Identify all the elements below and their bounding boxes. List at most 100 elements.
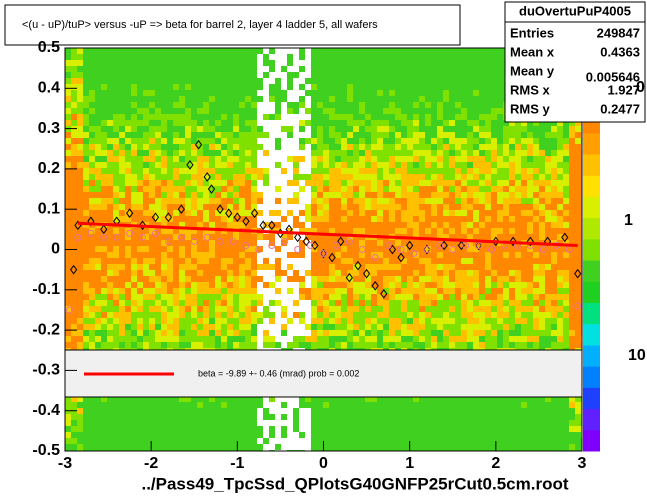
heatmap-cell	[437, 120, 443, 126]
heatmap-cell	[491, 144, 497, 150]
heatmap-cell	[269, 132, 275, 138]
heatmap-cell	[425, 186, 431, 192]
heatmap-cell	[143, 120, 149, 126]
heatmap-cell	[143, 210, 149, 216]
heatmap-cell	[317, 318, 323, 324]
heatmap-cell	[419, 102, 425, 108]
heatmap-cell	[167, 180, 173, 186]
heatmap-cell	[407, 204, 413, 210]
heatmap-cell	[107, 120, 113, 126]
heatmap-cell	[335, 162, 341, 168]
heatmap-cell	[269, 270, 275, 276]
heatmap-cell	[89, 72, 95, 78]
heatmap-cell	[467, 264, 473, 270]
heatmap-cell	[503, 324, 509, 330]
heatmap-cell	[191, 102, 197, 108]
heatmap-cell	[197, 342, 203, 348]
heatmap-cell	[95, 252, 101, 258]
heatmap-cell	[413, 60, 419, 66]
heatmap-cell	[263, 240, 269, 246]
heatmap-cell	[269, 138, 275, 144]
heatmap-cell	[233, 288, 239, 294]
heatmap-cell	[233, 342, 239, 348]
heatmap-cell	[401, 180, 407, 186]
heatmap-cell	[461, 324, 467, 330]
heatmap-cell	[389, 252, 395, 258]
heatmap-cell	[539, 228, 545, 234]
heatmap-cell	[251, 288, 257, 294]
heatmap-cell	[281, 252, 287, 258]
heatmap-cell	[77, 342, 83, 348]
heatmap-cell	[245, 180, 251, 186]
heatmap-cell	[137, 84, 143, 90]
heatmap-cell	[239, 294, 245, 300]
heatmap-cell	[431, 78, 437, 84]
heatmap-cell	[521, 222, 527, 228]
heatmap-cell	[401, 186, 407, 192]
heatmap-cell	[431, 306, 437, 312]
heatmap-cell	[461, 96, 467, 102]
heatmap-cell	[521, 342, 527, 348]
heatmap-cell	[425, 90, 431, 96]
heatmap-cell	[455, 294, 461, 300]
heatmap-cell	[473, 312, 479, 318]
heatmap-cell	[449, 342, 455, 348]
heatmap-cell	[515, 324, 521, 330]
heatmap-cell	[131, 162, 137, 168]
heatmap-cell	[155, 120, 161, 126]
heatmap-cell	[359, 156, 365, 162]
heatmap-cell	[551, 222, 557, 228]
heatmap-cell	[389, 60, 395, 66]
heatmap-cell	[371, 132, 377, 138]
heatmap-cell	[83, 216, 89, 222]
heatmap-cell	[65, 300, 71, 306]
heatmap-cell	[533, 222, 539, 228]
heatmap-cell	[83, 282, 89, 288]
heatmap-cell	[551, 138, 557, 144]
heatmap-cell	[251, 198, 257, 204]
heatmap-cell	[485, 324, 491, 330]
heatmap-cell	[455, 240, 461, 246]
heatmap-cell	[161, 108, 167, 114]
heatmap-cell	[209, 192, 215, 198]
heatmap-cell	[353, 240, 359, 246]
heatmap-cell	[317, 150, 323, 156]
heatmap-cell	[371, 174, 377, 180]
heatmap-cell	[239, 318, 245, 324]
heatmap-cell	[263, 102, 269, 108]
heatmap-cell	[425, 330, 431, 336]
heatmap-cell	[335, 198, 341, 204]
heatmap-cell	[473, 132, 479, 138]
heatmap-cell	[281, 204, 287, 210]
heatmap-cell	[407, 222, 413, 228]
heatmap-cell	[257, 264, 263, 270]
heatmap-cell	[65, 180, 71, 186]
heatmap-cell	[437, 306, 443, 312]
heatmap-cell	[185, 138, 191, 144]
heatmap-cell	[281, 294, 287, 300]
heatmap-cell	[305, 294, 311, 300]
heatmap-cell	[515, 282, 521, 288]
heatmap-cell	[569, 276, 575, 282]
heatmap-cell	[305, 84, 311, 90]
heatmap-cell	[401, 102, 407, 108]
heatmap-cell	[65, 102, 71, 108]
heatmap-cell	[365, 276, 371, 282]
heatmap-cell	[95, 144, 101, 150]
heatmap-cell	[155, 210, 161, 216]
heatmap-cell	[173, 264, 179, 270]
heatmap-cell	[149, 186, 155, 192]
heatmap-cell	[191, 96, 197, 102]
heatmap-cell	[233, 192, 239, 198]
heatmap-cell	[221, 96, 227, 102]
heatmap-cell	[101, 180, 107, 186]
heatmap-cell	[359, 222, 365, 228]
heatmap-cell	[173, 138, 179, 144]
heatmap-cell	[311, 186, 317, 192]
heatmap-cell	[569, 252, 575, 258]
heatmap-cell	[83, 114, 89, 120]
heatmap-cell	[539, 222, 545, 228]
heatmap-cell	[185, 204, 191, 210]
heatmap-cell	[275, 204, 281, 210]
heatmap-cell	[365, 198, 371, 204]
